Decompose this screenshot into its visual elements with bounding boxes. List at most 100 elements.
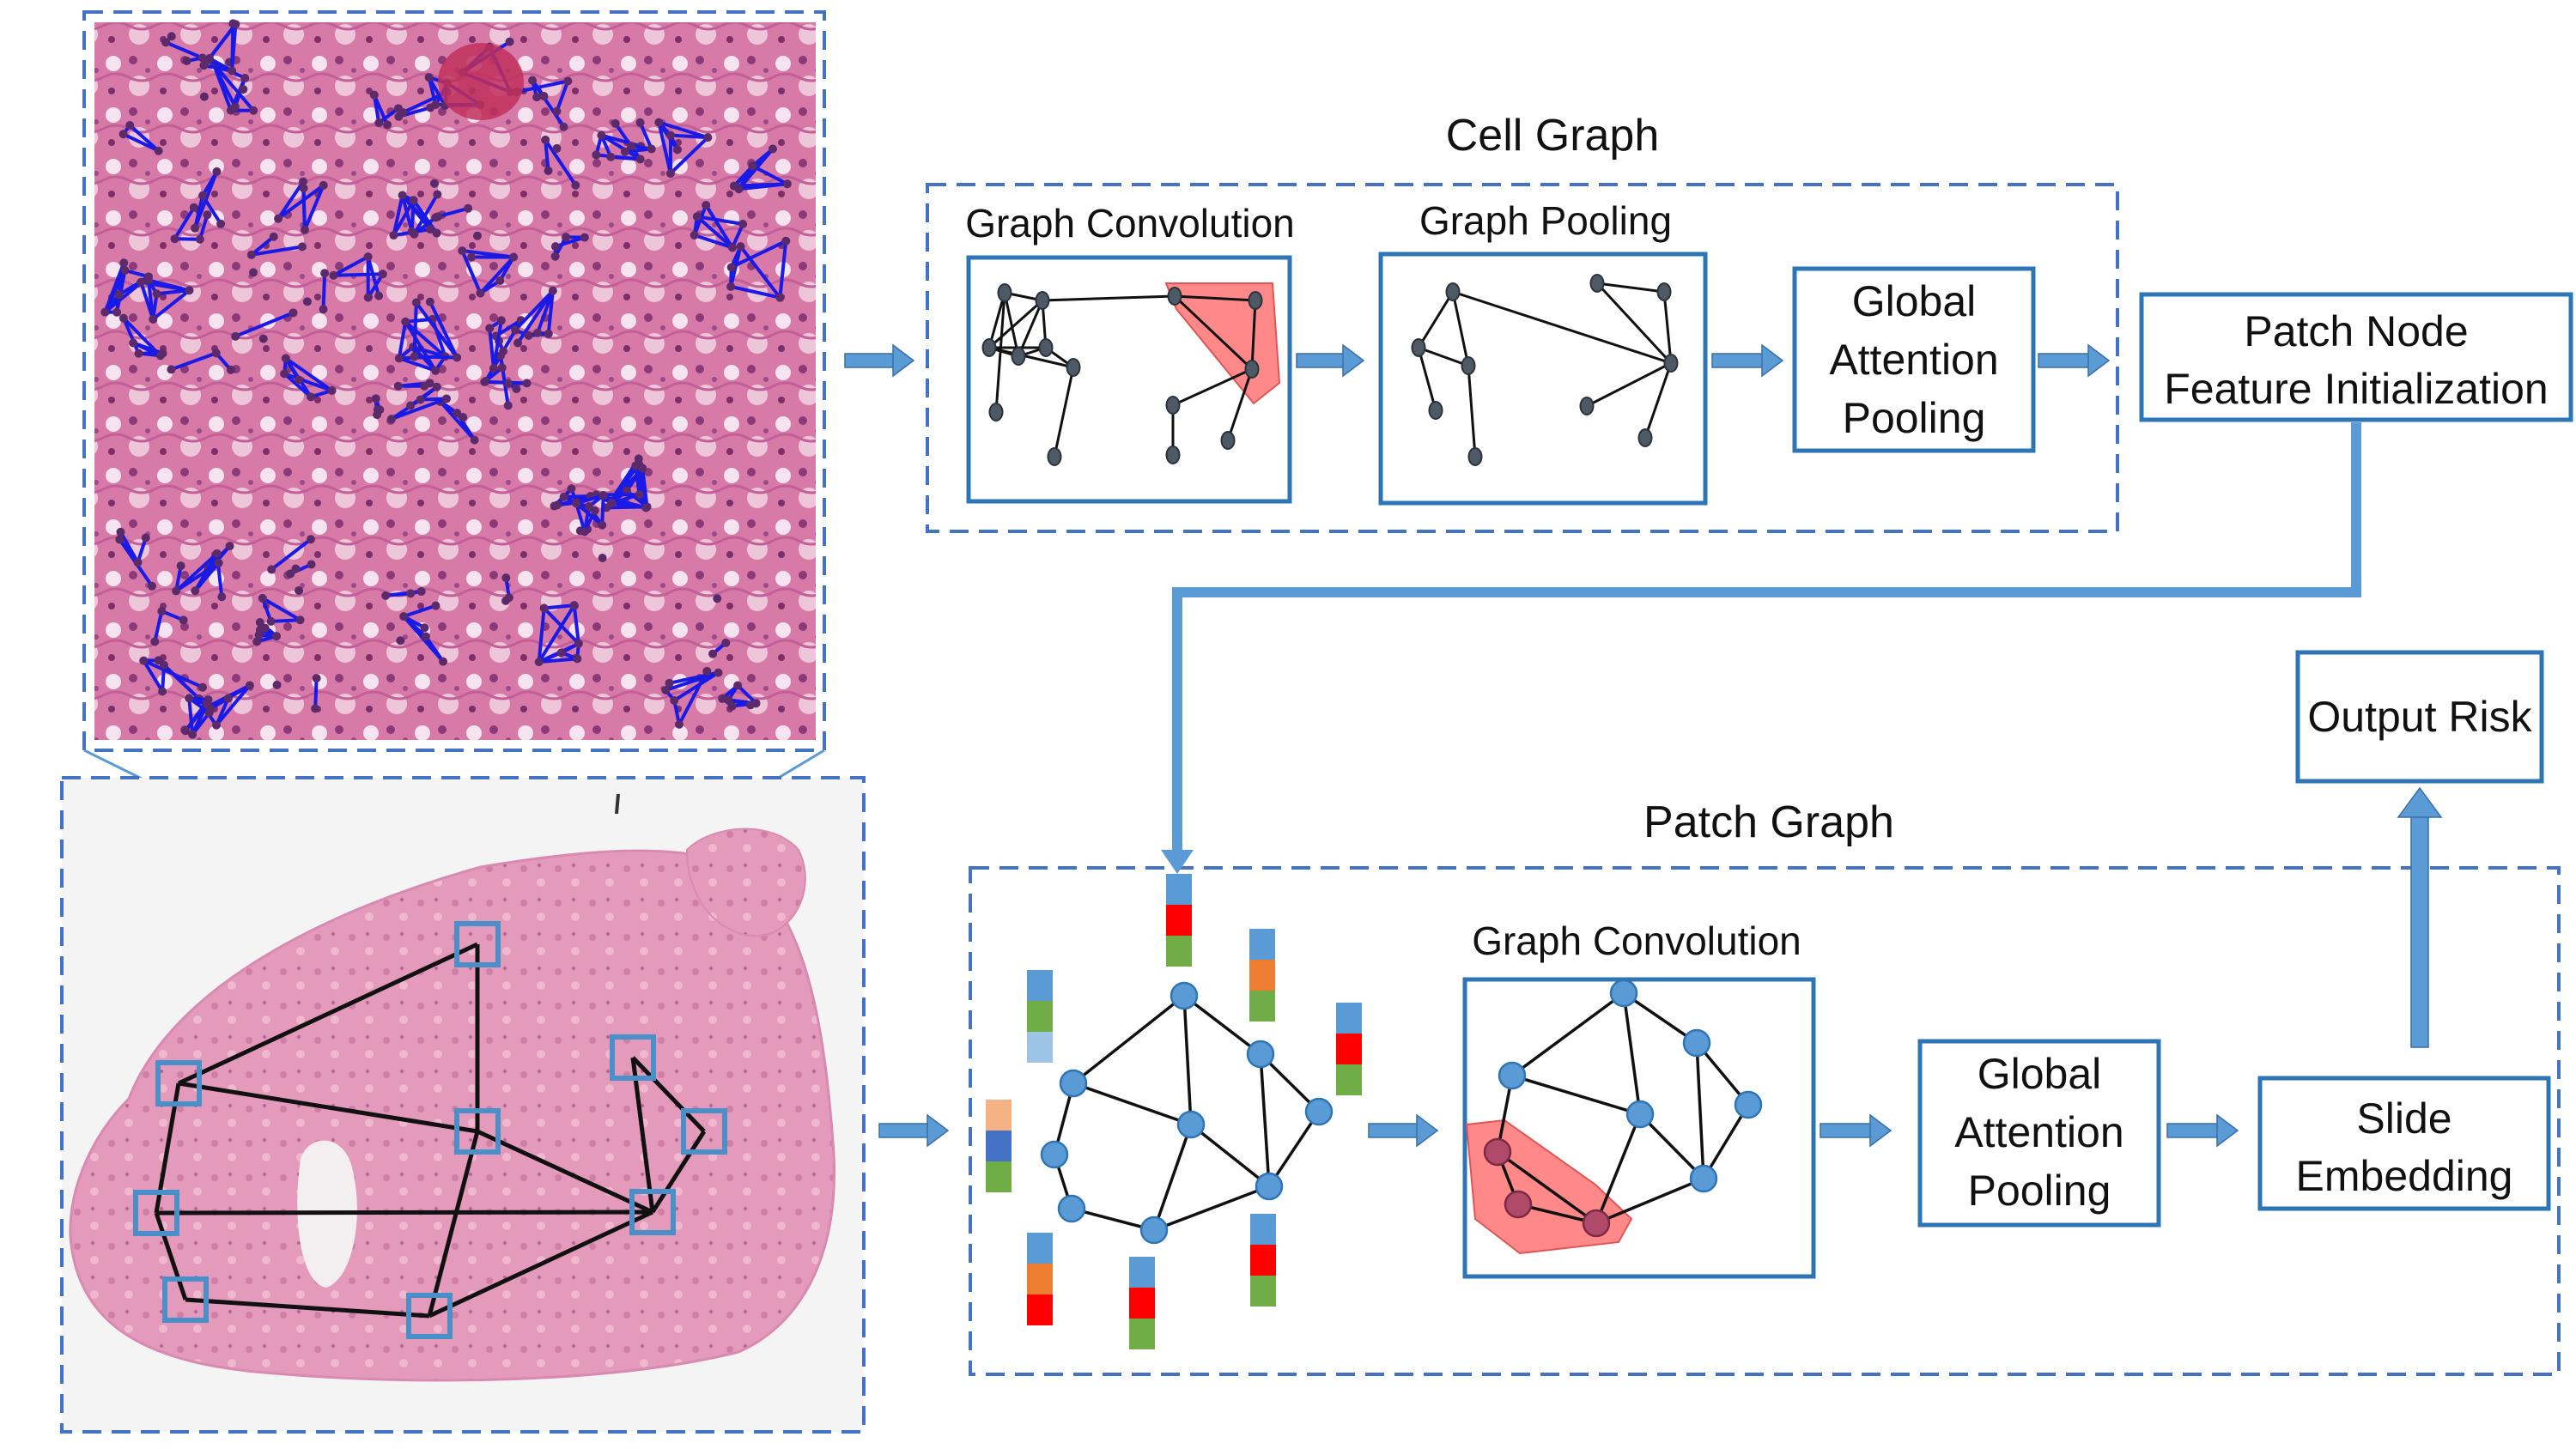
patch-node-init-box	[2139, 292, 2573, 422]
cell-node	[509, 252, 519, 262]
cell-node	[319, 180, 328, 190]
graph-edge	[1702, 1104, 1750, 1179]
cell-node	[398, 191, 407, 200]
cell-node	[458, 246, 467, 256]
cell-node	[374, 291, 384, 300]
graph-node	[1139, 1216, 1169, 1245]
cell-node	[188, 730, 197, 739]
cell-node	[115, 535, 125, 544]
cell-node	[307, 392, 316, 402]
graph-edge	[1172, 367, 1253, 407]
cell-node	[125, 120, 135, 130]
feature-cell	[1336, 1034, 1362, 1064]
cell-edge	[437, 206, 469, 219]
cell-node	[161, 38, 171, 47]
feature-cell	[1129, 1257, 1155, 1288]
feature-cell	[1249, 929, 1275, 960]
cell-edge	[420, 397, 447, 402]
cell-edge	[555, 80, 570, 112]
slide-graph-edge	[154, 1212, 188, 1300]
cell-node	[306, 535, 315, 544]
graph-node	[1656, 282, 1672, 301]
patch-graph-initial	[1040, 981, 1334, 1245]
cell-node	[381, 591, 391, 600]
cell-node	[167, 365, 176, 374]
cell-node	[289, 308, 298, 318]
blood-vessel	[438, 43, 524, 120]
patch-gap-line-2: Attention	[1954, 1108, 2123, 1156]
cell-edge	[428, 300, 459, 359]
feature-cell	[1249, 960, 1275, 991]
cell-node	[631, 461, 641, 470]
whole-slide-tissue-fragment	[685, 828, 806, 937]
cell-node	[432, 228, 441, 238]
graph-edge	[1695, 1042, 1705, 1179]
feature-cell	[1129, 1319, 1155, 1349]
cell-edge	[624, 147, 652, 154]
cell-edge	[600, 494, 605, 525]
graph-edge	[1417, 291, 1455, 349]
graph-edge	[1417, 347, 1437, 411]
cell-node	[139, 656, 149, 665]
cell-edge	[276, 180, 305, 220]
feature-cell	[1249, 991, 1275, 1022]
cell-node	[441, 394, 451, 403]
cell-edge	[391, 397, 447, 421]
cell-node	[505, 37, 514, 46]
graph-edge	[1418, 346, 1469, 367]
feature-cell	[1027, 970, 1053, 1001]
cell-node	[524, 330, 533, 340]
cell-edge	[730, 239, 787, 270]
graph-edge	[1595, 1113, 1642, 1224]
cell-node	[369, 90, 379, 100]
arrow-patch-to-conv-head	[1416, 1113, 1439, 1148]
cell-node	[327, 386, 337, 396]
cell-node	[495, 276, 505, 286]
graph-edge	[1267, 1111, 1321, 1187]
slide-embedding-box	[2257, 1076, 2551, 1211]
cell-node	[167, 32, 176, 41]
cell-edge	[537, 604, 576, 664]
cell-node	[635, 118, 645, 127]
cell-node	[191, 223, 200, 233]
cell-node	[312, 674, 321, 683]
cell-edge	[403, 603, 437, 618]
arrow-init-to-patch-graph-head	[1161, 850, 1194, 874]
cell-node	[299, 184, 308, 193]
cell-edge	[283, 372, 333, 392]
cell-node	[550, 252, 560, 261]
graph-node	[1047, 447, 1062, 466]
cell-node	[100, 307, 110, 317]
patch-gap-line-1: Global	[1978, 1050, 2102, 1098]
slide-graph-edge	[631, 1056, 706, 1133]
cell-node	[157, 607, 167, 616]
cell-node	[420, 623, 429, 633]
cell-edge	[544, 139, 550, 172]
graph-node	[1625, 1100, 1655, 1129]
graph-node	[1504, 1190, 1533, 1219]
graph-edge	[1173, 294, 1254, 371]
cell-node	[726, 282, 736, 291]
cell-node	[409, 196, 418, 205]
cell-global-attention-box	[1792, 266, 2036, 453]
cell-node	[580, 527, 589, 537]
cell-node	[746, 700, 756, 710]
cell-node	[425, 225, 434, 234]
cell-node	[562, 233, 571, 242]
cell-node	[552, 500, 562, 510]
cell-edge	[658, 120, 708, 140]
cell-node	[399, 612, 409, 621]
cell-node	[532, 93, 542, 102]
cell-node	[556, 648, 566, 658]
cell-node	[420, 381, 429, 391]
cell-edge	[261, 597, 301, 621]
cell-node	[203, 700, 212, 709]
patch-box	[629, 1189, 676, 1235]
cell-node	[497, 363, 507, 373]
cell-edge	[173, 206, 196, 240]
cell-node	[299, 177, 308, 186]
output-risk-label: Output Risk	[2307, 693, 2532, 741]
cell-node	[280, 369, 289, 379]
cell-node	[627, 141, 636, 150]
